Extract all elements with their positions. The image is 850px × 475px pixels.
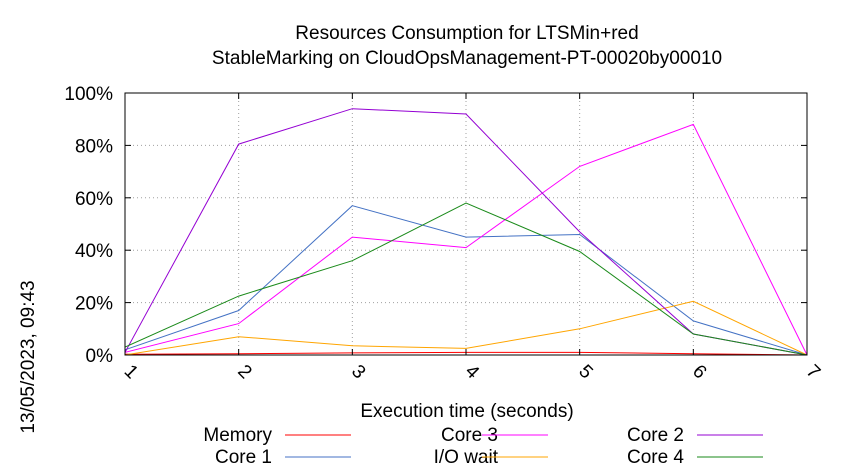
series-line-core-1 [124, 205, 808, 356]
x-tick-label: 2 [233, 361, 255, 383]
x-tick-label: 7 [802, 361, 824, 383]
series-line-core-4 [124, 202, 808, 356]
x-tick-label: 3 [347, 361, 369, 383]
plot-frame [124, 92, 808, 356]
date-stamp: 13/05/2023, 09:43 [18, 280, 39, 433]
legend-label: Core 2 [627, 425, 684, 446]
x-axis-ticks: 1 2 3 4 5 6 7 [120, 93, 824, 384]
y-tick-label: 80% [75, 136, 113, 157]
y-tick-label: 20% [75, 294, 113, 315]
legend-label: Core 1 [215, 447, 272, 468]
legend-label: I/O wait [434, 447, 499, 468]
series-line-core-3 [124, 123, 808, 356]
y-tick-label: 60% [75, 189, 113, 210]
y-tick-label: 0% [86, 346, 114, 367]
series-line-i-o-wait [124, 300, 808, 356]
grid [125, 93, 807, 355]
legend-label: Core 4 [627, 447, 684, 468]
x-tick-label: 1 [120, 361, 142, 383]
x-tick-label: 4 [461, 361, 484, 384]
legend-label: Core 3 [441, 425, 498, 446]
y-tick-label: 40% [75, 241, 113, 262]
x-axis-label: Execution time (seconds) [360, 401, 573, 422]
chart-subtitle: StableMarking on CloudOpsManagement-PT-0… [212, 48, 722, 69]
x-tick-label: 6 [688, 361, 710, 383]
chart-title: Resources Consumption for LTSMin+red [295, 23, 638, 44]
legend-label: Memory [203, 425, 272, 446]
y-tick-label: 100% [64, 84, 113, 105]
x-tick-label: 5 [574, 361, 596, 383]
y-axis-ticks: 0% 20% 40% 60% 80% 100% [64, 84, 807, 367]
